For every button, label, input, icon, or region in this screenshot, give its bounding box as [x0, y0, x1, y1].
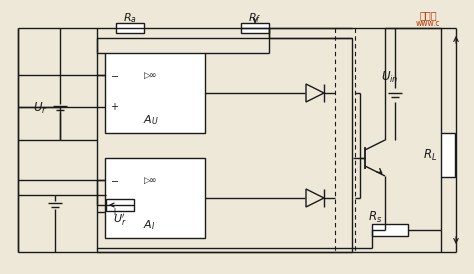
Text: $R_L$: $R_L$	[423, 147, 437, 162]
Text: $-$: $-$	[110, 70, 119, 80]
Text: $R_s$: $R_s$	[368, 209, 382, 225]
Text: $U_r$: $U_r$	[33, 101, 47, 116]
Text: $U_r'$: $U_r'$	[113, 212, 127, 228]
Text: $\triangleright\!\infty$: $\triangleright\!\infty$	[143, 70, 157, 81]
Text: $+$: $+$	[110, 206, 119, 217]
Text: 维库一: 维库一	[419, 10, 437, 20]
Text: $R_a$: $R_a$	[123, 11, 137, 25]
Text: $\triangleright\!\infty$: $\triangleright\!\infty$	[143, 175, 157, 185]
Bar	[105, 158, 205, 238]
Bar	[97, 38, 352, 248]
Text: $A_I$: $A_I$	[143, 218, 155, 232]
Bar	[441, 133, 455, 177]
Bar	[116, 23, 144, 33]
Text: $+$: $+$	[110, 101, 119, 112]
Text: $U_{in}$: $U_{in}$	[381, 69, 399, 85]
Bar	[106, 199, 134, 211]
Text: $A_U$: $A_U$	[143, 113, 159, 127]
Bar	[241, 23, 269, 33]
Text: $R_f$: $R_f$	[248, 11, 262, 25]
Text: $-$: $-$	[110, 175, 119, 185]
Text: www.c: www.c	[416, 19, 440, 28]
Bar	[105, 53, 205, 133]
Bar	[372, 224, 408, 236]
